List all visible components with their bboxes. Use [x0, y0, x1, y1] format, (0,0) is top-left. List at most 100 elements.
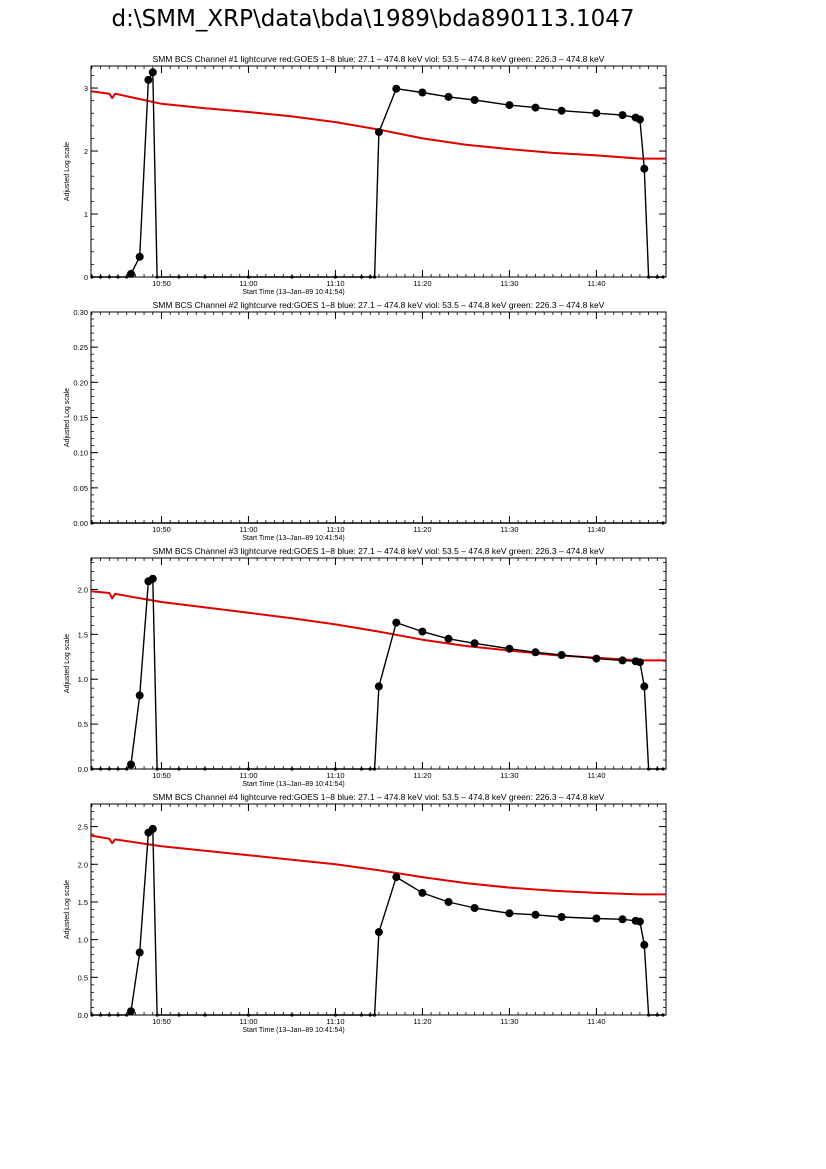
data-point: [505, 101, 514, 110]
y-tick-label: 0: [84, 273, 88, 282]
x-tick-label: 11:40: [587, 771, 605, 780]
y-tick-label: 0.5: [78, 720, 88, 729]
data-point: [368, 275, 372, 279]
data-point: [374, 928, 383, 937]
x-tick-label: 11:00: [239, 1017, 257, 1026]
data-point: [592, 654, 601, 663]
bcs-line: [91, 71, 664, 278]
data-point: [127, 760, 135, 769]
y-axis-label: Adjusted Log scale: [64, 388, 71, 447]
data-point: [203, 767, 207, 771]
y-tick-label: 0.5: [78, 973, 88, 982]
data-point: [647, 767, 651, 771]
plot-frame: [90, 311, 667, 524]
data-point: [373, 767, 377, 771]
data-point: [661, 767, 665, 771]
data-point: [155, 275, 159, 279]
y-tick-label: 1.0: [78, 936, 88, 945]
x-tick-label: 11:30: [500, 771, 518, 780]
data-point: [647, 1013, 651, 1017]
data-point: [374, 682, 383, 691]
data-point: [392, 873, 401, 882]
chart-panel-4: SMM BCS Channel #4 lightcurve red:GOES 1…: [64, 792, 667, 1034]
data-point: [246, 1013, 251, 1017]
data-point: [246, 275, 251, 279]
data-point: [557, 106, 566, 115]
data-point: [531, 910, 540, 919]
x-tick-label: 11:40: [587, 1017, 605, 1026]
x-tick-label: 11:10: [326, 1017, 344, 1026]
data-point: [635, 658, 644, 667]
data-point: [148, 824, 157, 833]
data-point: [368, 1013, 372, 1017]
data-point: [246, 767, 251, 771]
data-point: [107, 275, 111, 279]
data-point: [290, 275, 294, 279]
data-point: [290, 1013, 294, 1017]
goes-series: [90, 90, 666, 160]
bcs-series: [90, 521, 665, 525]
data-point: [640, 164, 649, 173]
y-axis-label: Adjusted Log scale: [64, 634, 71, 693]
data-point: [373, 275, 377, 279]
data-point: [99, 767, 103, 771]
data-point: [531, 648, 540, 657]
data-point: [655, 275, 659, 279]
data-point: [116, 275, 120, 279]
data-point: [203, 275, 207, 279]
data-point: [661, 275, 665, 279]
data-point: [90, 767, 94, 771]
data-point: [107, 767, 111, 771]
x-tick-label: 11:30: [500, 279, 518, 288]
data-point: [470, 96, 479, 104]
x-tick-label: 10:50: [152, 771, 171, 780]
data-point: [90, 1013, 94, 1017]
data-point: [418, 627, 427, 636]
data-point: [640, 940, 649, 949]
data-point: [290, 767, 294, 771]
data-point: [592, 109, 601, 118]
plot-frame: [90, 65, 667, 278]
data-point: [333, 767, 337, 771]
data-point: [557, 913, 566, 921]
data-point: [418, 88, 427, 97]
goes-line: [90, 834, 666, 896]
x-axis-label: Start Time (13–Jan–89 10:41:54): [242, 289, 344, 296]
data-point: [618, 656, 627, 665]
y-tick-label: 2.5: [78, 823, 88, 832]
chart-panel-2: SMM BCS Channel #2 lightcurve red:GOES 1…: [64, 300, 667, 542]
x-tick-label: 10:50: [152, 525, 171, 534]
data-point: [505, 909, 514, 918]
y-tick-label: 2.0: [78, 860, 88, 869]
x-tick-label: 11:10: [326, 279, 344, 288]
bcs-series: [90, 68, 665, 279]
data-point: [177, 275, 181, 279]
x-tick-label: 11:20: [413, 771, 431, 780]
y-tick-label: 1: [84, 210, 88, 219]
data-point: [135, 948, 144, 957]
data-point: [116, 1013, 120, 1017]
x-tick-label: 11:00: [239, 279, 257, 288]
data-point: [148, 68, 157, 77]
plot-frame: [90, 557, 667, 770]
chart-title: SMM BCS Channel #4 lightcurve red:GOES 1…: [153, 792, 605, 802]
y-tick-label: 0.0: [78, 765, 88, 774]
data-point: [125, 275, 129, 279]
data-point: [655, 767, 659, 771]
goes-line: [90, 590, 666, 662]
chart-title: SMM BCS Channel #2 lightcurve red:GOES 1…: [153, 300, 605, 310]
bcs-line: [91, 578, 664, 770]
data-point: [373, 1013, 377, 1017]
y-tick-label: 1.5: [78, 630, 88, 639]
data-point: [374, 128, 383, 137]
goes-line: [90, 90, 666, 160]
data-point: [135, 691, 144, 700]
x-tick-label: 11:10: [326, 525, 344, 534]
bcs-series: [90, 574, 665, 771]
data-point: [99, 1013, 103, 1017]
data-point: [177, 1013, 181, 1017]
data-point: [125, 1013, 129, 1017]
chart-panel-1: SMM BCS Channel #1 lightcurve red:GOES 1…: [64, 54, 667, 296]
x-axis-label: Start Time (13–Jan–89 10:41:54): [242, 535, 344, 542]
